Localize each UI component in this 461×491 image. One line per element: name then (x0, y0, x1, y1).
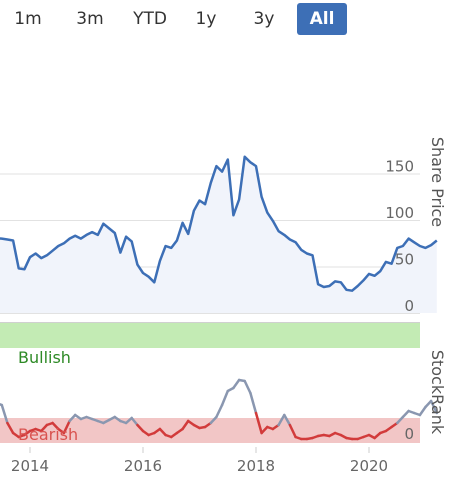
stockrank-segment (418, 405, 427, 417)
x-tick-label: 2018 (237, 457, 275, 475)
x-axis-ticks: 2014 2016 2018 2020 (11, 447, 388, 475)
stockrank-segment (51, 421, 60, 431)
stockrank-axis-title: StockRank (428, 350, 447, 435)
price-area-fill (0, 156, 437, 313)
stockrank-segment (40, 423, 49, 433)
stockrank-segment (209, 415, 218, 425)
price-tick-label: 150 (385, 158, 414, 176)
stockrank-segment (283, 413, 292, 427)
x-tick-label: 2016 (124, 457, 162, 475)
x-tick-label: 2014 (11, 457, 49, 475)
bullish-zone-label: Bullish (18, 348, 71, 367)
stockrank-segment (249, 391, 258, 415)
range-tab-ytd[interactable]: YTD (133, 9, 167, 29)
price-axis-title: Share Price (428, 137, 447, 227)
stockrank-segment (232, 378, 241, 390)
stockrank-segment (396, 415, 405, 425)
stockrank-segment (243, 379, 252, 395)
stockrank-segment (215, 403, 224, 419)
stockrank-segment (136, 423, 145, 433)
stockrank-segment (260, 425, 269, 435)
stockrank-axis-ticks: 0 (404, 425, 414, 443)
stockrank-segment (288, 423, 297, 439)
stockrank-segment (429, 399, 439, 415)
stockrank-segment (158, 427, 167, 437)
bearish-zone-label: Bearish (18, 425, 78, 444)
stockrank-segment (6, 421, 15, 435)
stockrank-segment (373, 431, 382, 440)
stockrank-segment (277, 413, 286, 427)
bullish-zone (0, 323, 420, 348)
price-tick-label: 50 (395, 251, 414, 269)
price-tick-label: 0 (404, 297, 414, 315)
stockrank-tick-label: 0 (404, 425, 414, 443)
stockrank-segment (0, 403, 9, 425)
price-tick-label: 100 (385, 204, 414, 222)
stockrank-segment (401, 409, 410, 419)
range-selector: 1m 3m YTD 1y 3y All (0, 0, 461, 38)
range-tab-3y[interactable]: 3y (253, 9, 275, 29)
stockrank-segment (68, 413, 77, 423)
price-line (0, 155, 438, 292)
range-tab-1y[interactable]: 1y (195, 9, 217, 29)
stockrank-segment (424, 399, 433, 409)
stockrank-segment (130, 416, 139, 427)
range-tab-1m[interactable]: 1m (14, 9, 42, 29)
x-tick-label: 2020 (350, 457, 388, 475)
range-tab-all[interactable]: All (297, 3, 347, 35)
stockrank-line (0, 378, 439, 441)
stockrank-segment (254, 411, 263, 435)
range-tab-3m[interactable]: 3m (76, 9, 104, 29)
price-axis-ticks: 0 50 100 150 (385, 158, 414, 316)
stockrank-segment (181, 419, 190, 431)
stockrank-segment (62, 419, 71, 435)
stockrank-segment (220, 389, 230, 407)
